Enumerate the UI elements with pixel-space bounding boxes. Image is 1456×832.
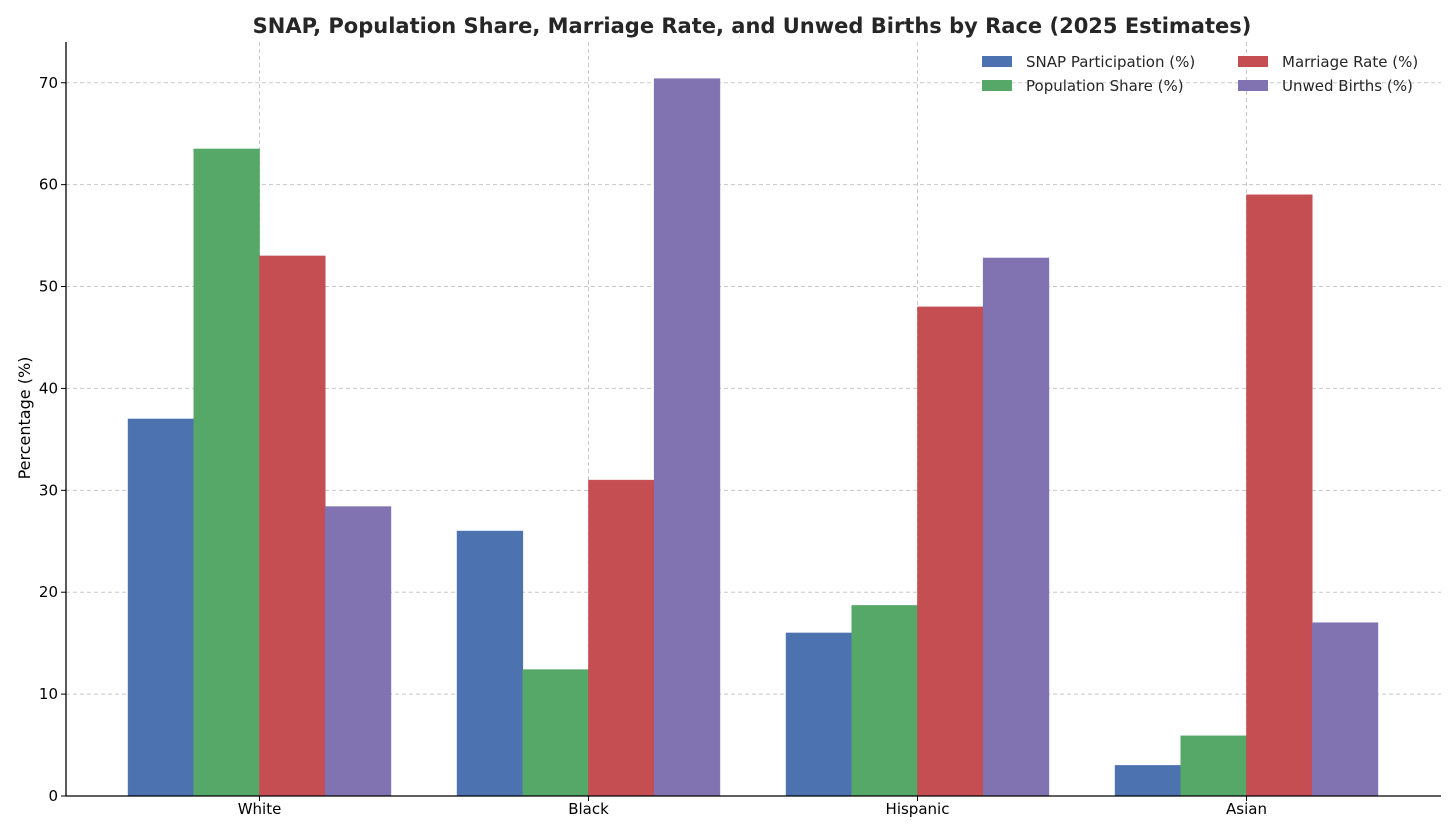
legend-swatch [1238, 80, 1268, 91]
y-axis-label: Percentage (%) [15, 357, 34, 480]
grid [66, 42, 1441, 796]
x-tick-label: Black [568, 800, 609, 818]
y-tick-label: 20 [39, 583, 58, 601]
axes [61, 42, 1441, 801]
y-tick-label: 70 [39, 74, 58, 92]
legend-swatch [982, 80, 1012, 91]
bar-white-series-0 [127, 418, 195, 797]
y-tick-label: 60 [39, 176, 58, 194]
bar-asian-series-3 [1311, 622, 1379, 797]
y-tick-label: 0 [48, 787, 58, 805]
bar-white-series-3 [324, 506, 392, 797]
legend-label: SNAP Participation (%) [1026, 53, 1195, 71]
chart-title: SNAP, Population Share, Marriage Rate, a… [253, 14, 1252, 38]
bar-hispanic-series-1 [851, 605, 918, 797]
y-tick-label: 40 [39, 379, 58, 397]
bar-white-series-2 [259, 255, 326, 797]
legend-label: Marriage Rate (%) [1282, 53, 1418, 71]
x-tick-labels: White Black Hispanic Asian [238, 800, 1267, 818]
legend: SNAP Participation (%) Population Share (… [982, 53, 1418, 95]
x-tick-label: White [238, 800, 282, 818]
bar-white-series-1 [193, 148, 260, 797]
bar-hispanic-series-0 [785, 632, 853, 797]
bar-asian-series-2 [1246, 194, 1313, 797]
y-tick-label: 10 [39, 685, 58, 703]
y-tick-label: 50 [39, 278, 58, 296]
legend-label: Unwed Births (%) [1282, 77, 1413, 95]
bar-black-series-1 [522, 669, 589, 797]
bar-hispanic-series-3 [982, 257, 1050, 797]
bar-black-series-0 [456, 530, 524, 797]
x-tick-label: Hispanic [886, 800, 950, 818]
y-tick-label: 30 [39, 481, 58, 499]
x-tick-label: Asian [1226, 800, 1267, 818]
legend-swatch [982, 56, 1012, 67]
y-tick-labels: 0 10 20 30 40 50 60 70 [39, 74, 58, 805]
bar-black-series-3 [653, 78, 721, 797]
bar-black-series-2 [588, 479, 655, 797]
bar-hispanic-series-2 [917, 306, 984, 797]
bar-asian-series-0 [1114, 765, 1182, 797]
bar-asian-series-1 [1180, 735, 1247, 797]
legend-swatch [1238, 56, 1268, 67]
bars [127, 78, 1379, 797]
legend-label: Population Share (%) [1026, 77, 1184, 95]
